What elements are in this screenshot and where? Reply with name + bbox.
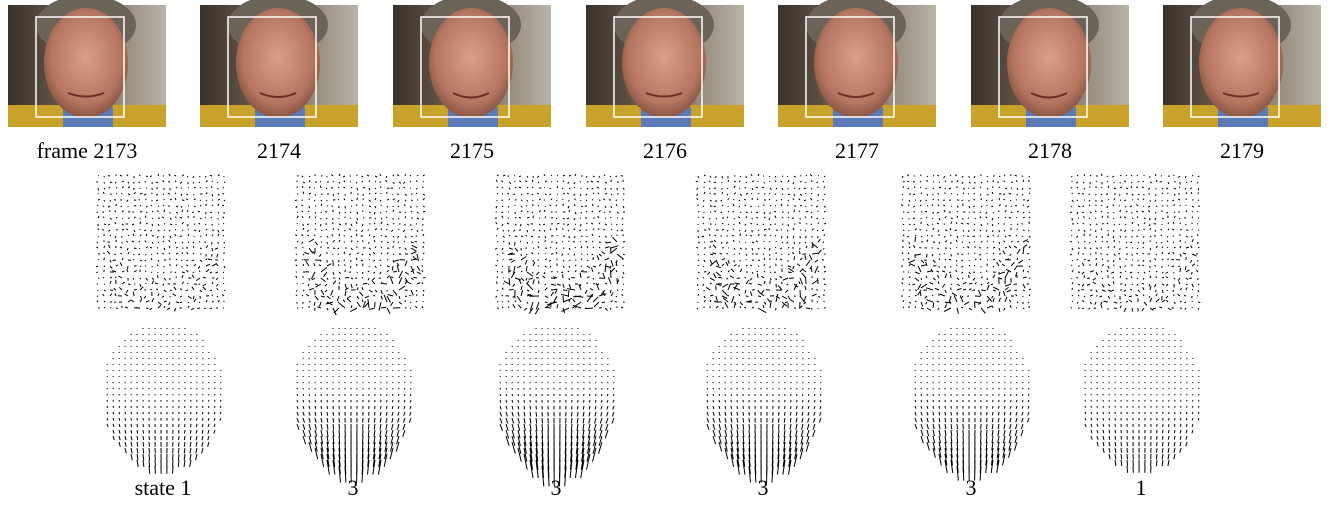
- face-photo: [778, 0, 936, 127]
- frame-label: 2174: [257, 138, 301, 163]
- face: [236, 8, 320, 118]
- model-flow-field: [1085, 328, 1199, 473]
- model-flow-field: [107, 328, 221, 474]
- flow-field: [901, 174, 1031, 314]
- state-label: 3: [966, 475, 977, 500]
- face-photo: [200, 0, 358, 127]
- frame-label: 2176: [643, 138, 687, 163]
- face: [1007, 8, 1091, 118]
- frame-label: 2178: [1028, 138, 1072, 163]
- state-label: 3: [758, 475, 769, 500]
- face: [1199, 8, 1283, 118]
- frame-label: 2177: [835, 138, 879, 163]
- figure: frame 2173 2174 2175 2176 2177 2178 2179 state …: [0, 0, 1330, 505]
- flow-field: [495, 174, 625, 314]
- model-flow-field: [500, 328, 614, 486]
- face-photo: [586, 0, 744, 127]
- face-photo: [1163, 0, 1321, 127]
- face: [429, 8, 513, 118]
- flow-field: [295, 174, 426, 315]
- flow-field: [1070, 174, 1200, 312]
- face: [814, 8, 898, 118]
- page: frame 2173 2174 2175 2176 2177 2178 2179 state …: [0, 0, 1330, 505]
- face-photo: [971, 0, 1129, 127]
- face: [622, 8, 706, 118]
- flow-field: [696, 174, 826, 313]
- state-label: 3: [551, 475, 562, 500]
- frame-label: 2179: [1220, 138, 1264, 163]
- frame-label: frame 2173: [37, 138, 138, 163]
- state-label: state 1: [135, 475, 192, 500]
- model-flow-field: [707, 328, 821, 483]
- face-photo: [393, 0, 551, 127]
- face-photo: [8, 0, 166, 127]
- flow-field: [96, 174, 225, 312]
- model-flow-field: [915, 328, 1029, 481]
- frame-label: 2175: [450, 138, 494, 163]
- state-label: 3: [348, 475, 359, 500]
- state-label: 1: [1136, 475, 1147, 500]
- model-flow-field: [297, 328, 411, 483]
- face: [44, 8, 128, 118]
